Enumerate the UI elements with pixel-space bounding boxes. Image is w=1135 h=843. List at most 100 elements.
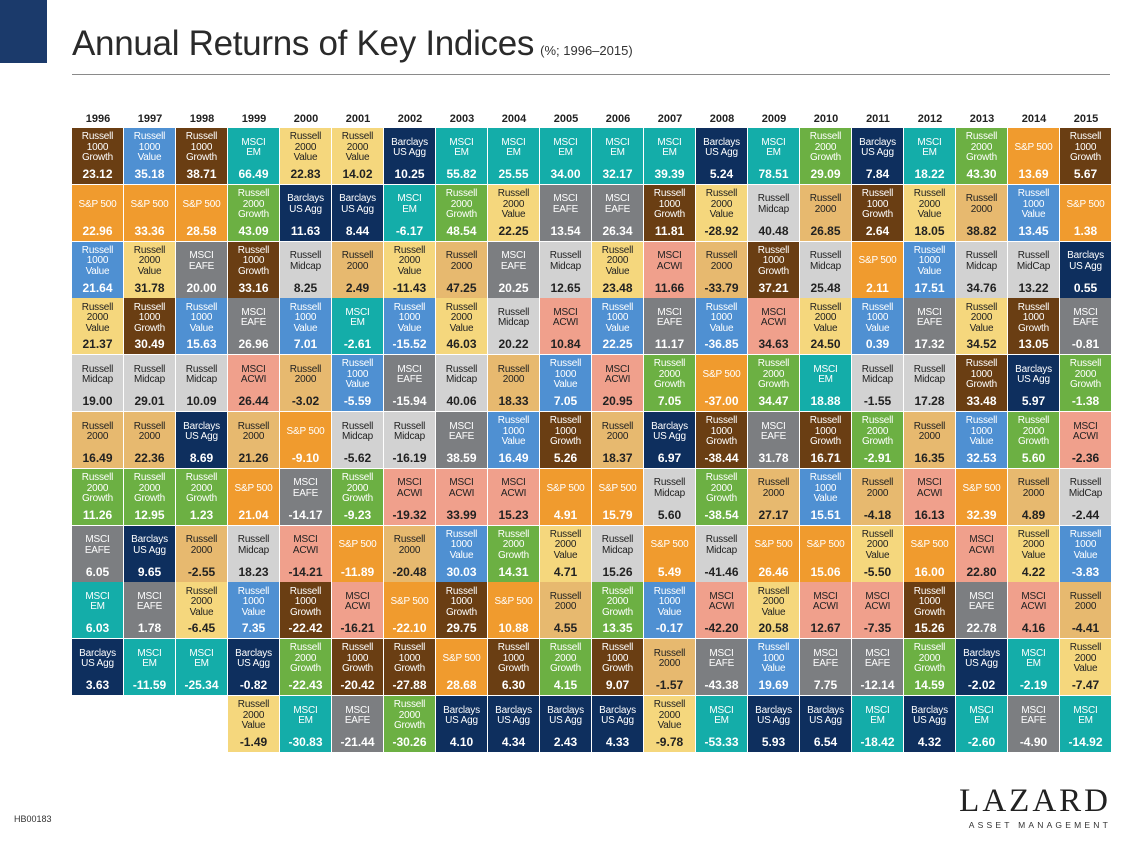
index-label: Russell 2000	[289, 363, 322, 386]
return-cell-2006-rank-5: MSCI ACWI 20.95	[592, 355, 643, 412]
return-cell-2004-rank-8: Russell 2000 Growth 14.31	[488, 525, 539, 582]
return-cell-2008-rank-8: Russell Midcap -41.46	[696, 525, 747, 582]
return-cell-1997-rank-7: Russell 2000 Growth 12.95	[124, 468, 175, 525]
return-cell-2014-rank-11: MSCI EAFE -4.90	[1008, 696, 1059, 752]
return-cell-1998-rank-10: MSCI EM -25.34	[176, 639, 227, 696]
return-cell-2003-rank-7: MSCI ACWI 33.99	[436, 468, 487, 525]
return-cell-2015-rank-6: MSCI ACWI -2.36	[1060, 412, 1111, 468]
index-label: S&P 500	[754, 539, 793, 551]
index-label: Russell Midcap	[341, 420, 374, 442]
return-cell-2009-rank-2: Russell Midcap 40.48	[748, 184, 799, 241]
index-label: Russell 2000 Growth	[341, 472, 374, 505]
return-cell-2014-rank-5: Barclays US Agg 5.97	[1008, 355, 1059, 412]
return-value: -42.20	[704, 621, 739, 636]
return-cell-2003-rank-6: MSCI EAFE 38.59	[436, 412, 487, 468]
return-cell-2004-rank-3: MSCI EAFE 20.25	[488, 241, 539, 298]
index-label: Russell 1000 Value	[289, 301, 322, 334]
return-cell-1996-rank-4: Russell 2000 Value 21.37	[72, 298, 123, 355]
return-value: 9.07	[605, 678, 630, 693]
return-cell-2007-rank-9: Russell 1000 Value -0.17	[644, 582, 695, 639]
index-label: Russell 1000 Growth	[861, 188, 894, 221]
index-label: MSCI ACWI	[708, 590, 735, 613]
return-cell-1999-rank-9: Russell 1000 Value 7.35	[228, 582, 279, 639]
return-value: -7.47	[1071, 678, 1100, 693]
index-label: Russell 2000 Growth	[289, 642, 322, 675]
return-cell-2002-rank-4: Russell 1000 Value -15.52	[384, 298, 435, 355]
year-label-2001: 2001	[345, 113, 371, 125]
index-label: Russell 2000	[861, 477, 894, 499]
index-label: Barclays US Agg	[755, 704, 792, 726]
return-value: -41.46	[704, 564, 739, 579]
return-value: 23.48	[602, 280, 633, 295]
return-cell-2007-rank-6: Barclays US Agg 6.97	[644, 412, 695, 468]
return-value: -15.52	[392, 337, 427, 352]
return-value: 43.09	[238, 223, 269, 238]
index-label: Barclays US Agg	[131, 534, 168, 556]
return-cell-1996-rank-6: Russell 2000 16.49	[72, 412, 123, 468]
return-value: 7.01	[293, 337, 318, 352]
return-value: 22.83	[290, 167, 321, 181]
return-value: -1.57	[655, 678, 684, 693]
return-cell-2010-rank-10: MSCI EAFE 7.75	[800, 639, 851, 696]
year-label-2012: 2012	[917, 113, 943, 125]
return-cell-2008-rank-3: Russell 2000 -33.79	[696, 241, 747, 298]
index-label: MSCI EM	[449, 136, 474, 158]
return-value: 23.12	[82, 167, 113, 181]
return-cell-1998-rank-5: Russell Midcap 10.09	[176, 355, 227, 412]
index-label: Russell 2000 Value	[653, 699, 686, 732]
return-cell-1996-rank-1: Russell 1000 Growth 23.12	[72, 128, 123, 184]
index-label: Russell 1000 Growth	[133, 301, 166, 334]
return-value: -9.10	[291, 451, 320, 465]
index-label: Russell 2000 Growth	[237, 188, 270, 221]
return-value: 10.09	[186, 394, 217, 409]
index-label: Russell 2000	[133, 420, 166, 442]
index-label: Russell Midcap	[497, 306, 530, 329]
index-label: Russell 1000 Value	[809, 472, 842, 505]
return-value: 34.00	[550, 167, 581, 181]
index-label: Russell Midcap	[809, 250, 842, 272]
return-value: 33.36	[134, 223, 165, 238]
return-cell-2010-rank-6: Russell 1000 Growth 16.71	[800, 412, 851, 468]
return-value: 6.97	[657, 451, 682, 465]
return-value: 13.05	[1018, 337, 1049, 352]
return-value: 21.04	[238, 507, 269, 522]
return-cell-2009-rank-8: S&P 500 26.46	[748, 525, 799, 582]
return-cell-1996-rank-7: Russell 2000 Growth 11.26	[72, 468, 123, 525]
return-value: 16.49	[82, 451, 113, 465]
return-value: 2.43	[553, 735, 578, 749]
return-cell-2013-rank-8: MSCI ACWI 22.80	[956, 525, 1007, 582]
return-cell-2007-rank-11: Russell 2000 Value -9.78	[644, 696, 695, 752]
return-value: 16.49	[498, 451, 529, 465]
index-label: S&P 500	[494, 596, 533, 608]
return-cell-2001-rank-7: Russell 2000 Growth -9.23	[332, 468, 383, 525]
return-value: 34.47	[758, 394, 789, 409]
return-cell-2011-rank-4: Russell 1000 Value 0.39	[852, 298, 903, 355]
return-cell-2003-rank-4: Russell 2000 Value 46.03	[436, 298, 487, 355]
return-cell-2010-rank-3: Russell Midcap 25.48	[800, 241, 851, 298]
return-cell-2008-rank-5: S&P 500 -37.00	[696, 355, 747, 412]
return-cell-2006-rank-2: MSCI EAFE 26.34	[592, 184, 643, 241]
return-value: 24.50	[810, 337, 841, 352]
index-label: MSCI EM	[85, 590, 110, 613]
index-label: S&P 500	[702, 368, 741, 380]
return-cell-2014-rank-10: MSCI EM -2.19	[1008, 639, 1059, 696]
return-value: 4.15	[553, 678, 578, 693]
return-cell-2014-rank-3: Russell MidCap 13.22	[1008, 241, 1059, 298]
index-label: MSCI EAFE	[188, 250, 215, 272]
index-label: Russell 2000 Growth	[497, 528, 530, 561]
return-cell-1998-rank-7: Russell 2000 Growth 1.23	[176, 468, 227, 525]
return-cell-2000-rank-10: Russell 2000 Growth -22.43	[280, 639, 331, 696]
year-label-2011: 2011	[866, 113, 890, 125]
index-label: Russell 2000 Growth	[549, 642, 582, 675]
return-value: 22.25	[498, 223, 529, 238]
index-label: Russell 2000 Growth	[133, 472, 166, 505]
return-cell-2005-rank-10: Russell 2000 Growth 4.15	[540, 639, 591, 696]
index-label: Russell 2000 Value	[289, 131, 322, 164]
return-cell-1999-rank-10: Barclays US Agg -0.82	[228, 639, 279, 696]
return-value: 15.26	[914, 621, 945, 636]
return-cell-2015-rank-4: MSCI EAFE -0.81	[1060, 298, 1111, 355]
index-label: Russell 1000 Growth	[289, 585, 322, 618]
return-value: 26.96	[238, 337, 269, 352]
return-value: 55.82	[446, 167, 477, 181]
year-label-2008: 2008	[709, 113, 735, 125]
